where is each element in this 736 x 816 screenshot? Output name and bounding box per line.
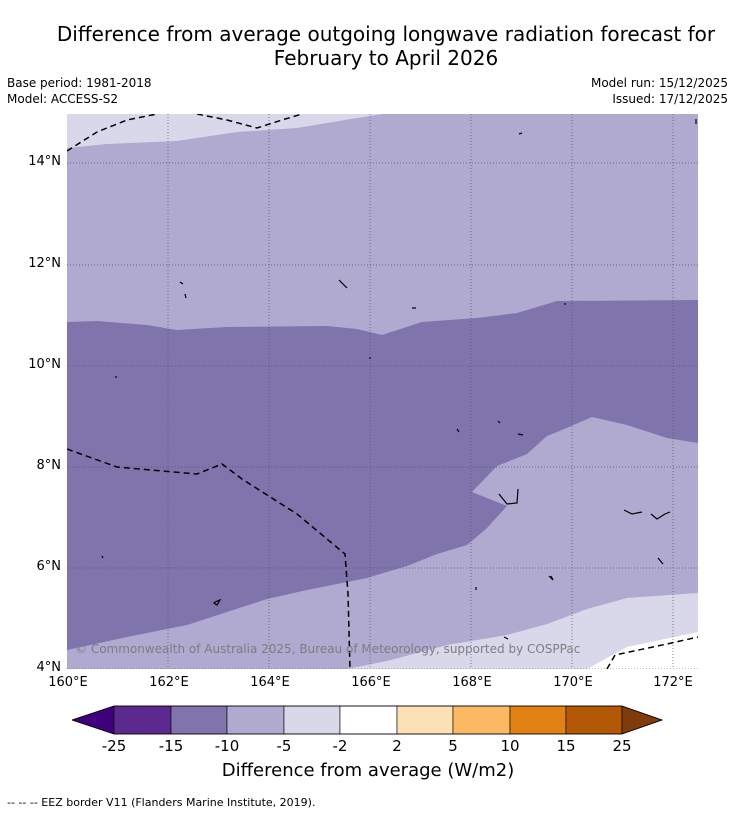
colorbar-tick: -2	[332, 737, 348, 755]
lat-label-6n: 6°N	[36, 559, 62, 574]
colorbar-outline	[72, 705, 664, 735]
lat-label-8n: 8°N	[36, 458, 62, 473]
title-line-2: February to April 2026	[273, 46, 499, 70]
map-title: Difference from average outgoing longwav…	[0, 22, 736, 70]
band-minus5-minus2-north	[67, 114, 382, 148]
colorbar-swatch-3	[226, 705, 285, 735]
colorbar-swatch-7	[452, 705, 511, 735]
model-name: Model: ACCESS-S2	[7, 92, 119, 106]
colorbar-swatch-4	[283, 705, 341, 735]
eez-border	[67, 114, 698, 669]
islands	[101, 119, 697, 640]
lon-label-170e: 170°E	[553, 675, 593, 690]
band-minus15-minus10	[67, 300, 698, 650]
colorbar-tick: 5	[448, 737, 458, 755]
colorbar-swatch-5	[339, 705, 398, 735]
colorbar-tick: -25	[101, 737, 127, 755]
graticule	[67, 114, 698, 669]
colorbar-tick: -5	[276, 737, 292, 755]
lon-label-168e: 168°E	[452, 675, 492, 690]
base-period: Base period: 1981-2018	[7, 76, 152, 90]
colorbar-swatch-6	[396, 705, 454, 735]
map-area: © Commonwealth of Australia 2025, Bureau…	[67, 114, 698, 669]
band-minus2-2	[587, 632, 698, 669]
colorbar-tick: 2	[392, 737, 402, 755]
colorbar-swatch-2	[170, 705, 228, 735]
colorbar-swatch-lowest	[72, 705, 115, 735]
colorbar-tick: -10	[214, 737, 240, 755]
copyright: © Commonwealth of Australia 2025, Bureau…	[75, 642, 580, 656]
lat-label-14n: 14°N	[28, 154, 61, 169]
lat-label-12n: 12°N	[28, 256, 61, 271]
eez-legend: -- -- -- EEZ border V11 (Flanders Marine…	[7, 796, 316, 809]
lon-label-162e: 162°E	[149, 675, 189, 690]
colorbar-tick: 25	[612, 737, 632, 755]
map-canvas: © Commonwealth of Australia 2025, Bureau…	[67, 114, 698, 669]
model-run: Model run: 15/12/2025	[590, 76, 728, 90]
colorbar-title: Difference from average (W/m2)	[221, 760, 515, 781]
lat-label-4n: 4°N	[36, 660, 62, 675]
issued-date: Issued: 17/12/2025	[612, 92, 728, 106]
colorbar-tick: 15	[556, 737, 576, 755]
lon-label-166e: 166°E	[351, 675, 391, 690]
colorbar-swatch-1	[113, 705, 172, 735]
lon-label-172e: 172°E	[653, 675, 693, 690]
colorbar-tick: -15	[158, 737, 184, 755]
colorbar-swatch-8	[509, 705, 567, 735]
colorbar-swatch-highest	[621, 705, 663, 735]
meta-right: Model run: 15/12/2025 Issued: 17/12/2025	[591, 75, 728, 107]
colorbar	[72, 705, 664, 735]
title-line-1: Difference from average outgoing longwav…	[56, 22, 716, 46]
lat-label-10n: 10°N	[28, 357, 61, 372]
band-minus5-minus2-south	[347, 593, 698, 669]
lon-label-164e: 164°E	[250, 675, 290, 690]
meta-left: Base period: 1981-2018 Model: ACCESS-S2	[7, 75, 152, 107]
colorbar-swatch-9	[565, 705, 623, 735]
lon-label-160e: 160°E	[48, 675, 88, 690]
colorbar-tick: 10	[500, 737, 520, 755]
